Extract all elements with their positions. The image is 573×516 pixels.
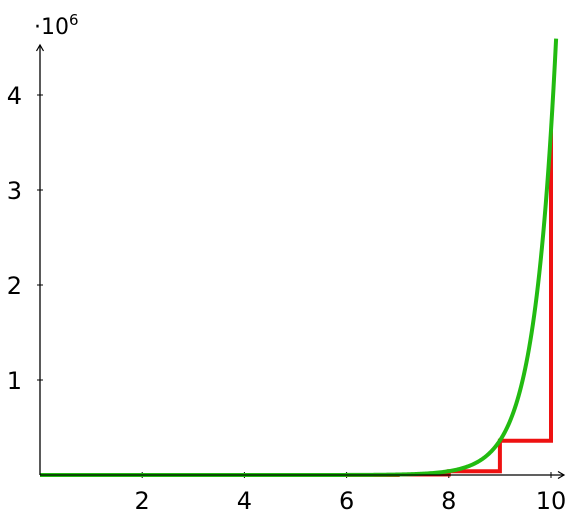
x-tick-label: 10 (536, 487, 567, 515)
y-axis-ticks: 1 2 3 4 (7, 82, 43, 395)
y-scale-base: ·10 (34, 15, 69, 40)
x-tick-label: 2 (135, 487, 150, 515)
series-layer (40, 38, 559, 477)
smooth-series-line (40, 38, 559, 477)
x-tick-label: 8 (441, 487, 456, 515)
y-tick-label: 2 (7, 272, 22, 300)
x-tick-label: 6 (339, 487, 354, 515)
x-tick-label: 4 (237, 487, 252, 515)
x-axis-ticks: 2 4 6 8 10 (135, 472, 567, 515)
y-scale-label: ·106 (34, 11, 79, 40)
x-axis-arrow (557, 470, 566, 480)
step-series-line (40, 130, 553, 477)
y-tick-label: 1 (7, 367, 22, 395)
y-tick-label: 3 (7, 177, 22, 205)
y-scale-exponent: 6 (69, 11, 79, 29)
y-axis-arrow (35, 43, 45, 52)
y-tick-label: 4 (7, 82, 22, 110)
